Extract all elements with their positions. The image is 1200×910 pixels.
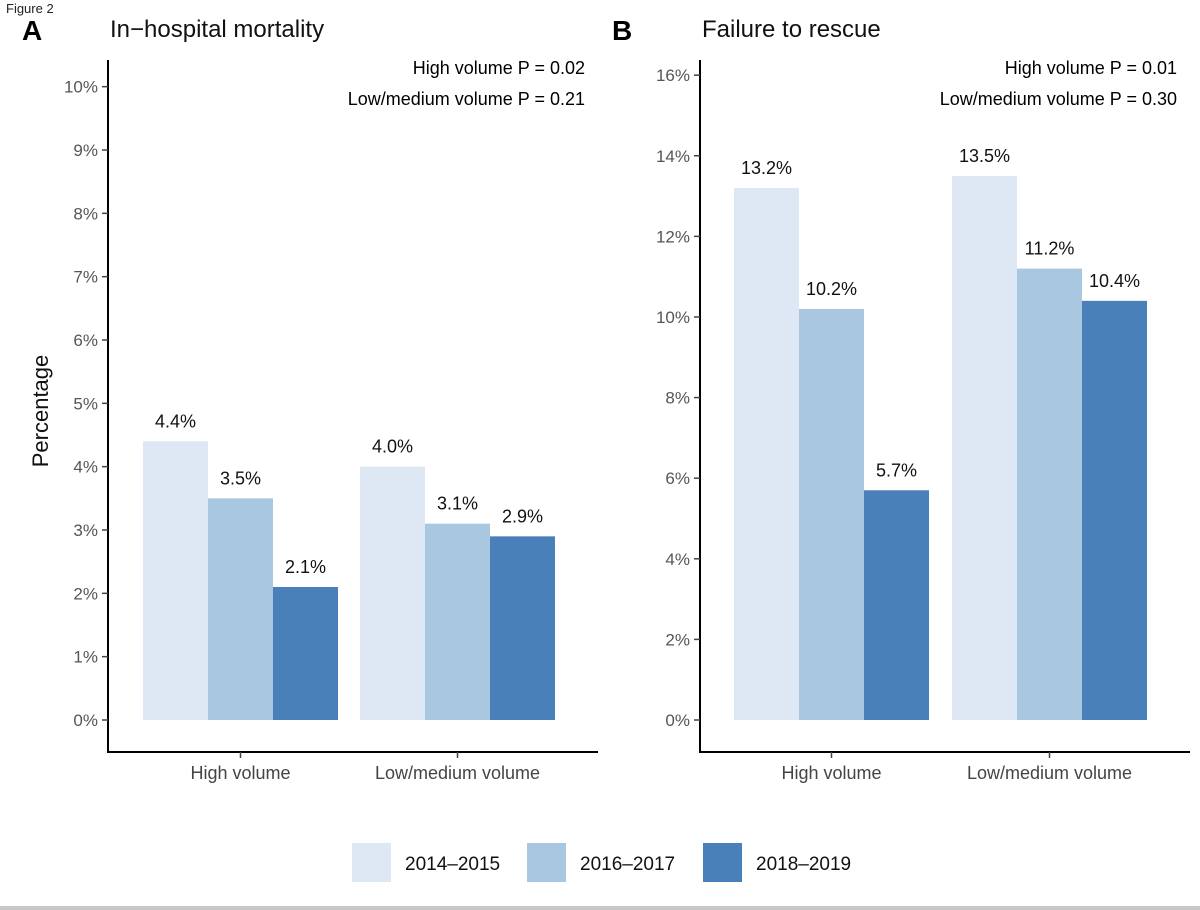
bar: [952, 175, 1017, 721]
y-tick-label: 0%: [73, 711, 98, 730]
legend-item: 2018–2019: [703, 843, 851, 882]
bar: [143, 441, 208, 720]
bar-value-label: 10.2%: [806, 279, 857, 299]
y-tick-label: 12%: [656, 227, 690, 246]
bar: [864, 490, 929, 720]
x-tick-label: Low/medium volume: [967, 763, 1132, 783]
y-tick-label: 9%: [73, 141, 98, 160]
legend-swatch: [352, 843, 391, 882]
bar-value-label: 3.1%: [437, 494, 478, 514]
y-tick-label: 10%: [64, 78, 98, 97]
legend-item: 2014–2015: [352, 843, 500, 882]
bar-value-label: 4.4%: [155, 411, 196, 431]
legend-item: 2016–2017: [527, 843, 675, 882]
y-tick-label: 16%: [656, 66, 690, 85]
y-tick-label: 5%: [73, 394, 98, 413]
legend-label: 2016–2017: [580, 854, 675, 875]
bar-value-label: 3.5%: [220, 468, 261, 488]
frame-bottom-border: [0, 906, 1200, 910]
y-tick-label: 4%: [665, 550, 690, 569]
y-tick-label: 8%: [665, 389, 690, 408]
p-value-annotation: Low/medium volume P = 0.21: [348, 89, 585, 109]
x-tick-label: Low/medium volume: [375, 763, 540, 783]
panel-title: In−hospital mortality: [110, 16, 324, 43]
y-tick-label: 8%: [73, 204, 98, 223]
y-tick-label: 6%: [665, 469, 690, 488]
bar-value-label: 11.2%: [1025, 239, 1075, 259]
x-tick-label: High volume: [190, 763, 290, 783]
bar: [799, 308, 864, 720]
bar-value-label: 2.1%: [285, 557, 326, 577]
legend-swatch: [527, 843, 566, 882]
y-tick-label: 6%: [73, 331, 98, 350]
p-value-annotation: Low/medium volume P = 0.30: [940, 89, 1177, 109]
y-tick-label: 10%: [656, 308, 690, 327]
legend-label: 2018–2019: [756, 854, 851, 875]
panel-letter: A: [22, 15, 42, 46]
x-tick-label: High volume: [781, 763, 881, 783]
bar: [208, 498, 273, 720]
figure-label: Figure 2: [6, 1, 54, 16]
p-value-annotation: High volume P = 0.01: [1005, 58, 1177, 78]
bar-value-label: 10.4%: [1089, 271, 1140, 291]
bar-value-label: 13.2%: [741, 158, 792, 178]
y-tick-label: 2%: [665, 630, 690, 649]
bar: [360, 466, 425, 720]
bar-value-label: 4.0%: [372, 437, 413, 457]
bar-value-label: 2.9%: [502, 506, 543, 526]
panels: A In−hospital mortality 0% 1% 2% 3% 4% 5% 6% 7% 8%…: [22, 15, 1190, 783]
panel-a: A In−hospital mortality 0% 1% 2% 3% 4% 5% 6% 7% 8%…: [22, 15, 598, 783]
legend-swatch: [703, 843, 742, 882]
y-axis-title: Percentage: [28, 355, 53, 468]
y-tick-label: 2%: [73, 584, 98, 603]
panel-letter: B: [612, 15, 632, 46]
y-tick-label: 0%: [665, 711, 690, 730]
legend-label: 2014–2015: [405, 854, 500, 875]
y-tick-label: 1%: [73, 648, 98, 667]
panel-title: Failure to rescue: [702, 16, 881, 43]
p-value-annotation: High volume P = 0.02: [413, 58, 585, 78]
bar-value-label: 5.7%: [876, 460, 917, 480]
y-tick-label: 14%: [656, 147, 690, 166]
bar: [425, 523, 490, 720]
bar: [1017, 268, 1082, 720]
y-tick-label: 4%: [73, 458, 98, 477]
bar: [273, 587, 338, 720]
y-tick-label: 7%: [73, 268, 98, 287]
legend: 2014–2015 2016–2017 2018–2019: [352, 843, 851, 882]
bar: [734, 188, 799, 720]
bar: [1082, 300, 1147, 720]
panel-b: B Failure to rescue 0% 2% 4% 6% 8% 10% 12% 14% 16%…: [612, 15, 1190, 783]
y-tick-label: 3%: [73, 521, 98, 540]
bar-value-label: 13.5%: [959, 146, 1010, 166]
bar: [490, 536, 555, 720]
